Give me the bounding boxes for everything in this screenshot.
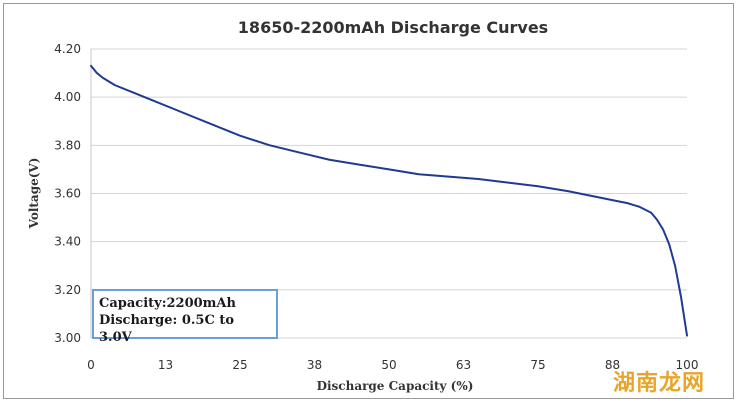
tick-layer: 4.20 4.00 3.80 3.60 3.40 3.20 3.00 0 13 25 38 50 63 7… (54, 42, 698, 372)
y-tick-label-6: 3.00 (54, 331, 81, 345)
y-tick-label-0: 4.20 (54, 42, 81, 56)
x-tick-label-7: 88 (605, 358, 620, 372)
series-layer (90, 64, 688, 337)
x-tick-label-6: 75 (530, 358, 545, 372)
x-tick-label-5: 63 (456, 358, 471, 372)
y-tick-label-4: 3.40 (54, 235, 81, 249)
chart-title: 18650-2200mAh Discharge Curves (238, 18, 548, 37)
info-discharge: Discharge: 0.5C to (99, 313, 235, 328)
y-tick-label-1: 4.00 (54, 90, 81, 104)
x-tick-label-8: 100 (676, 358, 699, 372)
x-tick-label-0: 0 (87, 358, 95, 372)
x-tick-label-2: 25 (232, 358, 247, 372)
watermark-logo: 湖南龙网 (612, 371, 705, 396)
x-axis-label: Discharge Capacity (%) (317, 379, 474, 393)
y-tick-label-2: 3.80 (54, 138, 81, 152)
info-cutoff: 3.0V (99, 330, 132, 345)
info-box: Capacity:2200mAh Discharge: 0.5C to 3.0V (92, 289, 278, 345)
info-capacity: Capacity:2200mAh (99, 296, 236, 311)
x-tick-label-4: 50 (381, 358, 396, 372)
y-tick-label-5: 3.20 (54, 283, 81, 297)
x-tick-label-1: 13 (158, 358, 173, 372)
series-line-0 (90, 64, 688, 337)
y-tick-label-3: 3.60 (54, 187, 81, 201)
y-axis-label: Voltage(V) (27, 158, 41, 230)
x-tick-label-3: 38 (307, 358, 322, 372)
